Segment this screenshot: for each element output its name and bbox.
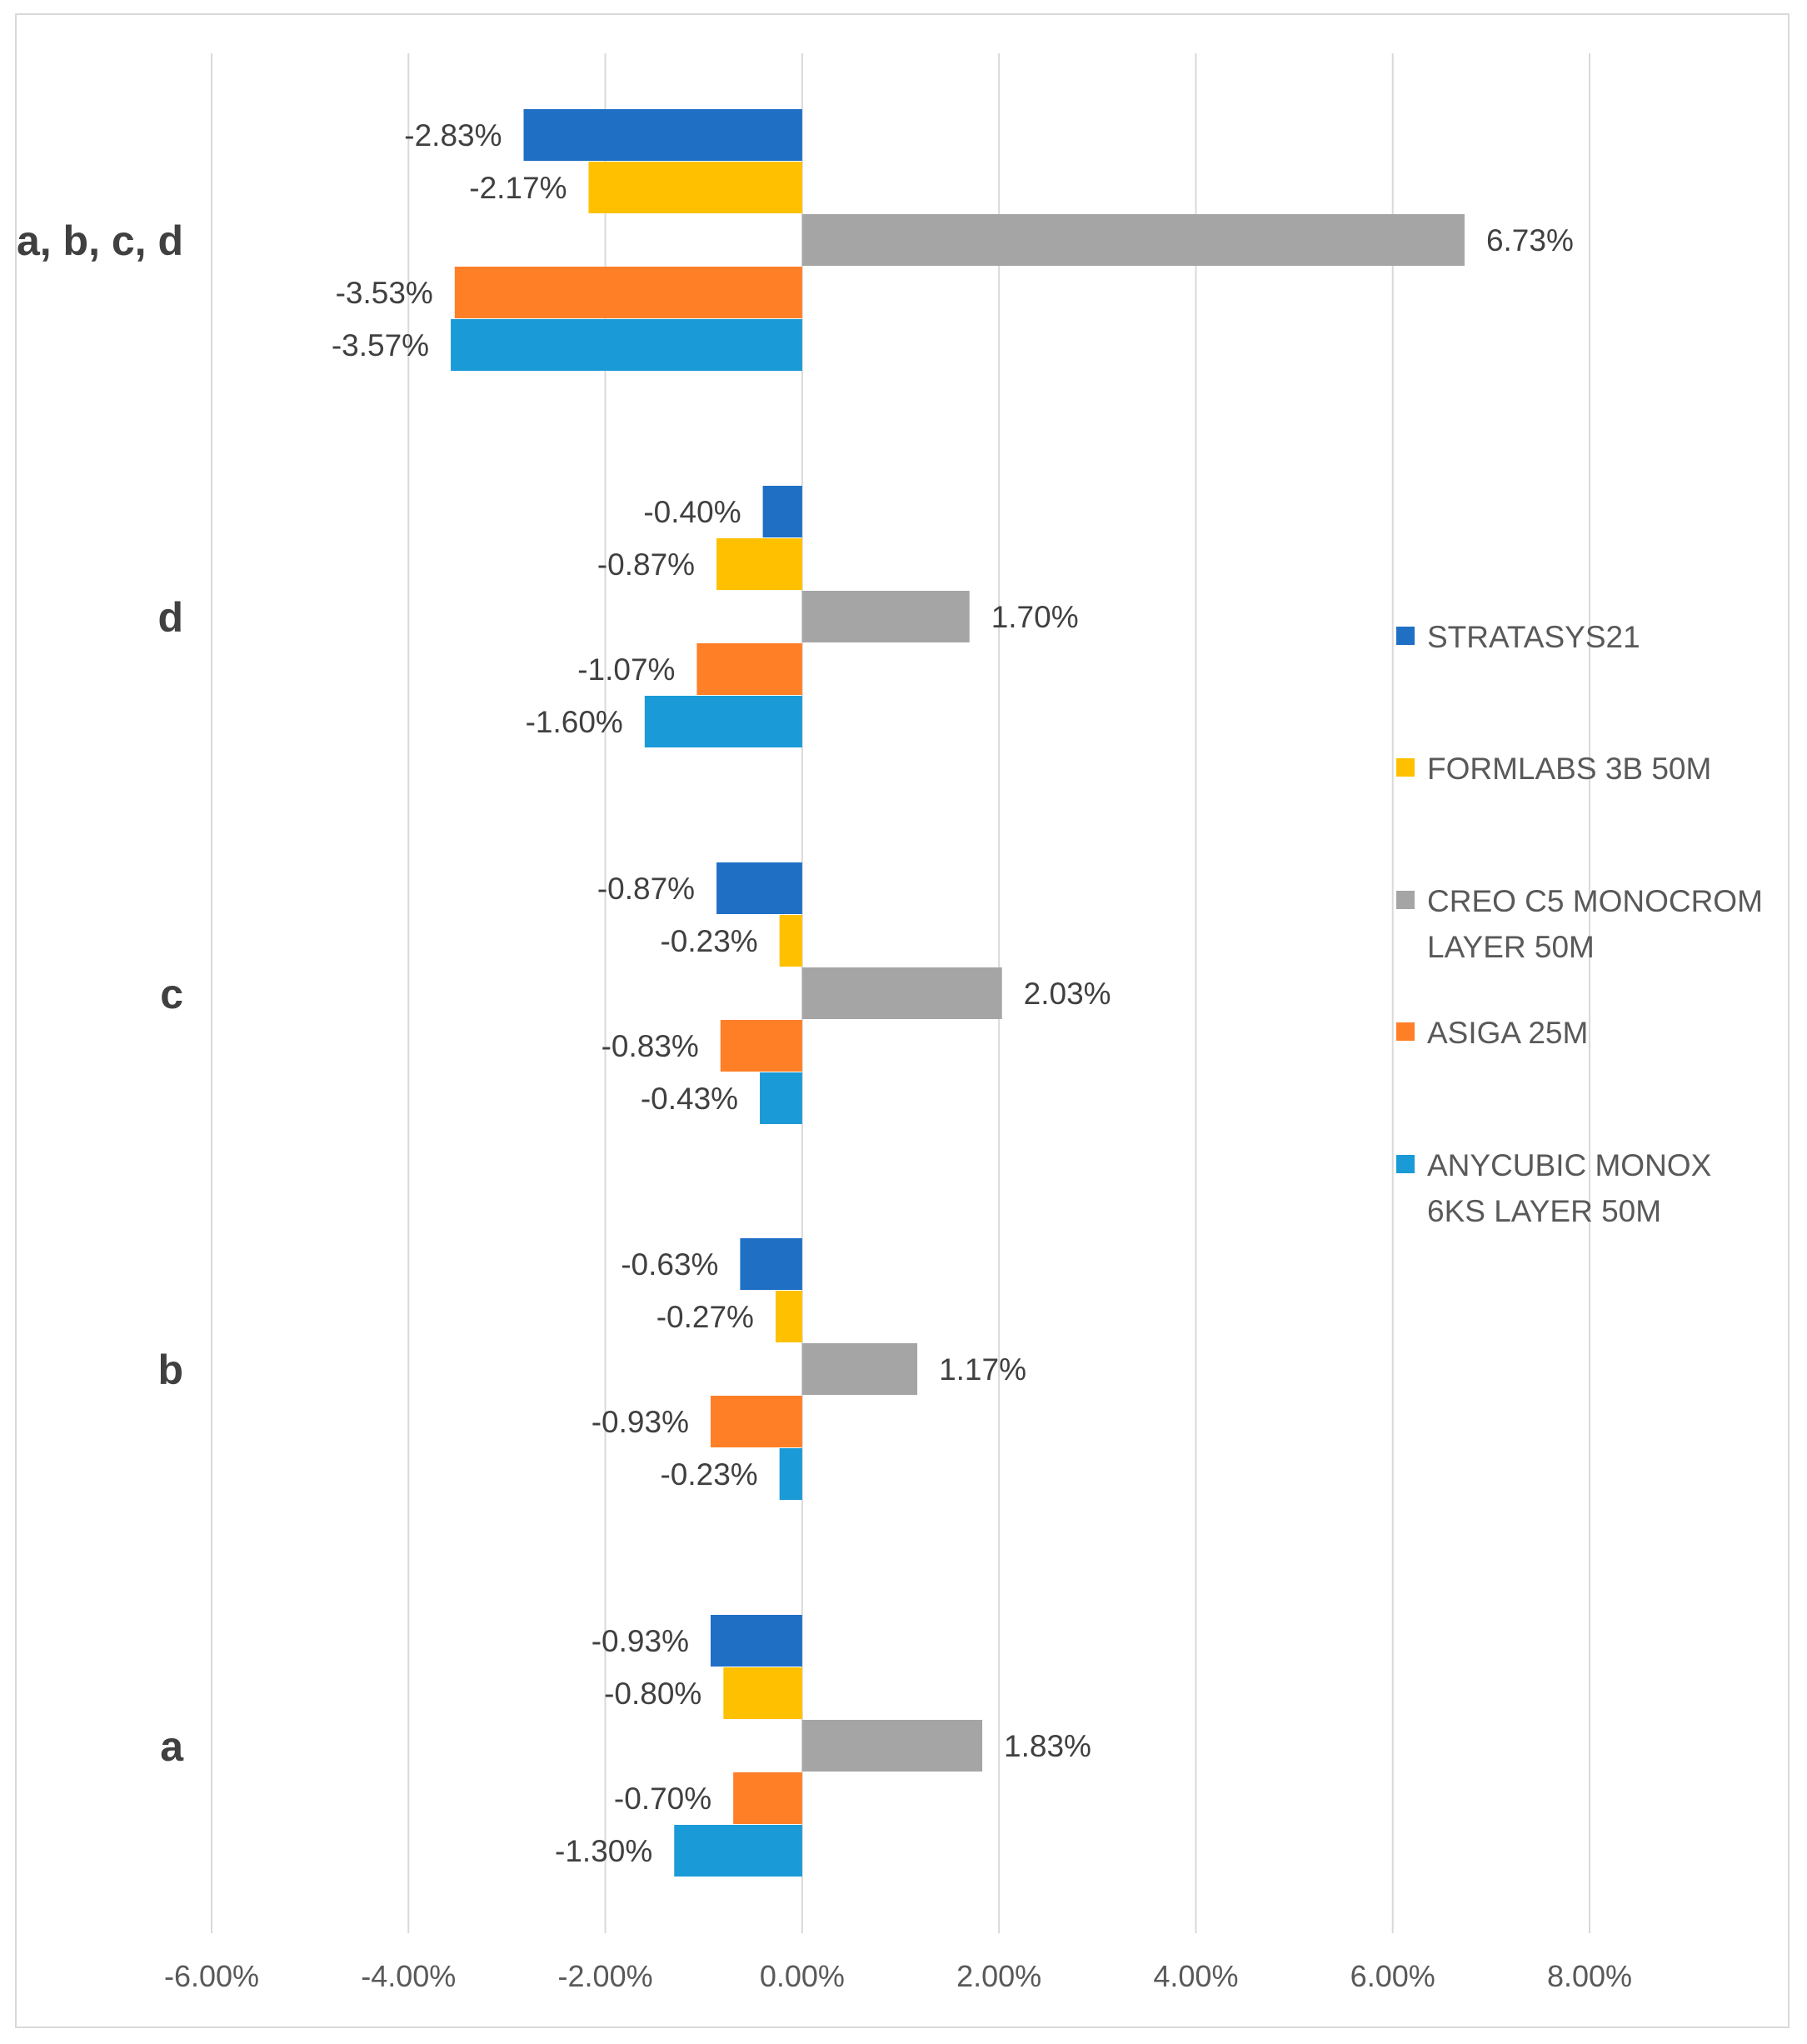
legend-swatch-asiga-25m: [1396, 1022, 1415, 1041]
data-label: 1.70%: [991, 600, 1079, 634]
bar-chart: -6.00% -4.00% -2.00% 0.00% 2.00% 4.00% 6.00% 8.…: [17, 53, 1763, 1993]
bar-creo-c5-monocrom-layer-50m: [801, 967, 1002, 1019]
legend-swatch-stratasys21: [1396, 627, 1415, 645]
category-label: c: [160, 971, 183, 1017]
bar-formlabs-3b-50m: [779, 915, 802, 967]
x-tick-label: 2.00%: [956, 1959, 1041, 1993]
data-label: -0.80%: [604, 1677, 701, 1711]
data-label: 6.73%: [1486, 223, 1574, 257]
data-label: -2.83%: [404, 118, 502, 152]
legend-swatch-creo-c5-monocrom-layer-50m: [1396, 891, 1415, 909]
legend-label: FORMLABS 3B 50M: [1427, 752, 1711, 786]
bar-asiga-25m: [720, 1020, 802, 1072]
legend-label: ASIGA 25M: [1427, 1016, 1588, 1050]
category-label: d: [157, 594, 183, 641]
data-label: -1.07%: [577, 652, 675, 687]
category-label: a: [160, 1723, 184, 1770]
data-label: 1.17%: [939, 1352, 1026, 1387]
bar-formlabs-3b-50m: [716, 538, 802, 590]
data-label: -0.87%: [597, 872, 695, 906]
x-tick-label: 8.00%: [1547, 1959, 1632, 1993]
x-tick-label: 4.00%: [1153, 1959, 1238, 1993]
bar-stratasys21: [762, 486, 802, 537]
data-label: -0.40%: [643, 495, 741, 529]
data-label: -0.23%: [660, 1457, 757, 1492]
bar-formlabs-3b-50m: [588, 162, 802, 213]
legend-label: ANYCUBIC MONOX: [1427, 1148, 1711, 1182]
data-label: -2.17%: [469, 171, 567, 205]
data-label: -1.30%: [555, 1834, 652, 1868]
legend-label: LAYER 50M: [1427, 930, 1595, 964]
bar-stratasys21: [740, 1238, 802, 1290]
bar-anycubic-monox-6ks-layer-50m: [760, 1072, 802, 1124]
x-tick-label: 6.00%: [1350, 1959, 1435, 1993]
legend-label: CREO C5 MONOCROM: [1427, 884, 1763, 918]
bar-formlabs-3b-50m: [775, 1291, 802, 1342]
bar-creo-c5-monocrom-layer-50m: [801, 1720, 983, 1772]
data-label: -1.60%: [526, 705, 623, 739]
data-label: -0.87%: [597, 547, 695, 582]
bar-asiga-25m: [710, 1396, 802, 1447]
legend-label: 6KS LAYER 50M: [1427, 1194, 1661, 1228]
data-label: -0.27%: [656, 1300, 754, 1334]
bar-creo-c5-monocrom-layer-50m: [801, 591, 970, 642]
data-label: -0.23%: [660, 924, 757, 958]
legend-label: STRATASYS21: [1427, 620, 1640, 654]
x-tick-label: -4.00%: [361, 1959, 456, 1993]
bar-creo-c5-monocrom-layer-50m: [801, 214, 1465, 266]
category-label: a, b, c, d: [17, 217, 183, 264]
bar-formlabs-3b-50m: [723, 1667, 802, 1719]
data-label: -0.93%: [592, 1624, 689, 1658]
bar-stratasys21: [716, 862, 802, 914]
data-label: -0.93%: [592, 1405, 689, 1439]
bar-stratasys21: [710, 1615, 802, 1667]
x-tick-label: 0.00%: [760, 1959, 845, 1993]
data-label: -0.43%: [641, 1082, 738, 1116]
bar-creo-c5-monocrom-layer-50m: [801, 1343, 918, 1395]
data-label: 1.83%: [1004, 1729, 1091, 1763]
data-label: -3.57%: [332, 328, 429, 362]
x-tick-label: -2.00%: [558, 1959, 653, 1993]
data-label: -3.53%: [336, 276, 433, 310]
data-label: -0.83%: [602, 1029, 699, 1063]
category-label: b: [157, 1347, 183, 1393]
bar-stratasys21: [523, 109, 802, 161]
bar-asiga-25m: [733, 1772, 802, 1824]
bar-anycubic-monox-6ks-layer-50m: [644, 696, 802, 747]
bar-asiga-25m: [696, 643, 802, 695]
chart-frame: -6.00% -4.00% -2.00% 0.00% 2.00% 4.00% 6.00% 8.…: [15, 13, 1790, 2028]
bar-anycubic-monox-6ks-layer-50m: [451, 319, 802, 371]
data-label: -0.63%: [621, 1247, 718, 1282]
data-label: -0.70%: [614, 1782, 711, 1816]
legend-swatch-formlabs-3b-50m: [1396, 758, 1415, 777]
bar-asiga-25m: [454, 267, 802, 318]
legend-swatch-anycubic-monox-6ks-layer-50m: [1396, 1155, 1415, 1173]
x-tick-label: -6.00%: [164, 1959, 259, 1993]
data-label: 2.03%: [1024, 977, 1111, 1011]
bar-anycubic-monox-6ks-layer-50m: [779, 1448, 802, 1500]
bar-anycubic-monox-6ks-layer-50m: [674, 1825, 802, 1877]
